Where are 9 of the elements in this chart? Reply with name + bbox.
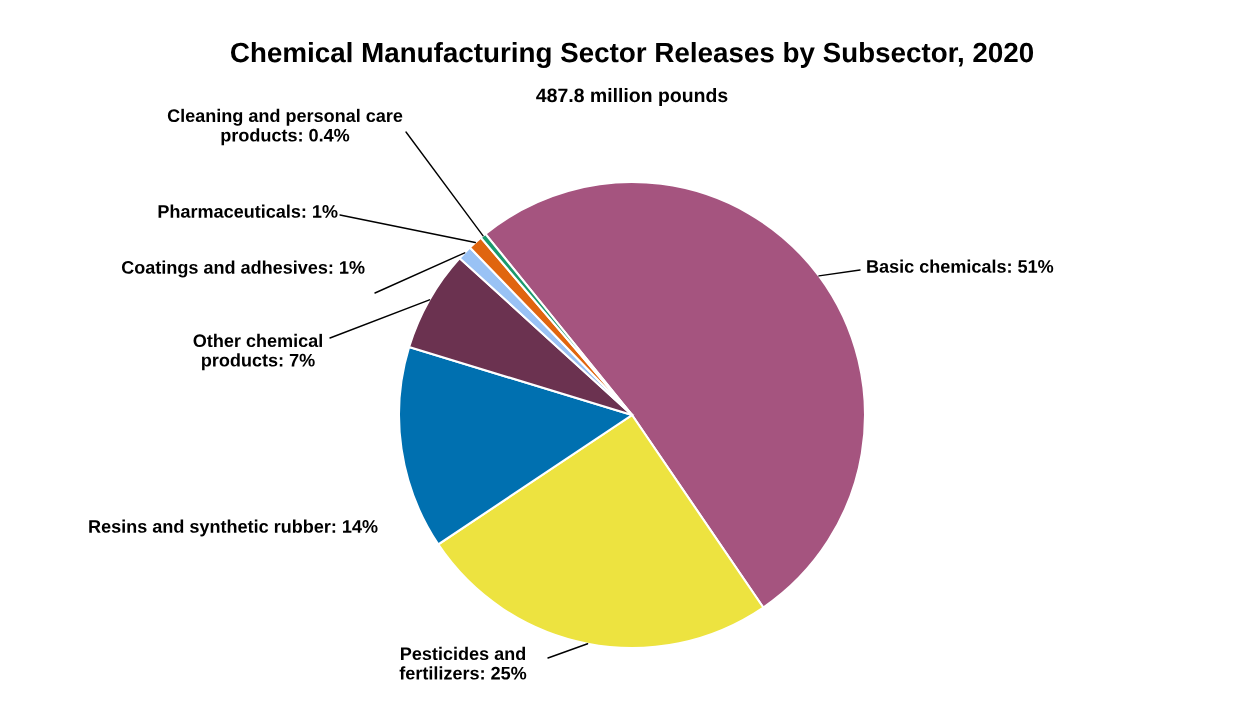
slice-label: Pesticides and fertilizers: 25% xyxy=(399,646,527,680)
chart-subtitle: 487.8 million pounds xyxy=(536,87,728,107)
slice-label: Resins and synthetic rubber: 14% xyxy=(89,519,378,537)
slice-label: Cleaning and personal care products: 0.4% xyxy=(167,108,403,146)
chart-title: Chemical Manufacturing Sector Releases by Subsector, 2020 xyxy=(231,41,1034,69)
slice-label: Pharmaceuticals: 1% xyxy=(158,204,338,218)
slice-label: Other chemical products: 7% xyxy=(193,333,322,371)
slice-label: Coatings and adhesives: 1% xyxy=(121,260,365,278)
slice-label: Basic chemicals: 51% xyxy=(867,259,1054,273)
